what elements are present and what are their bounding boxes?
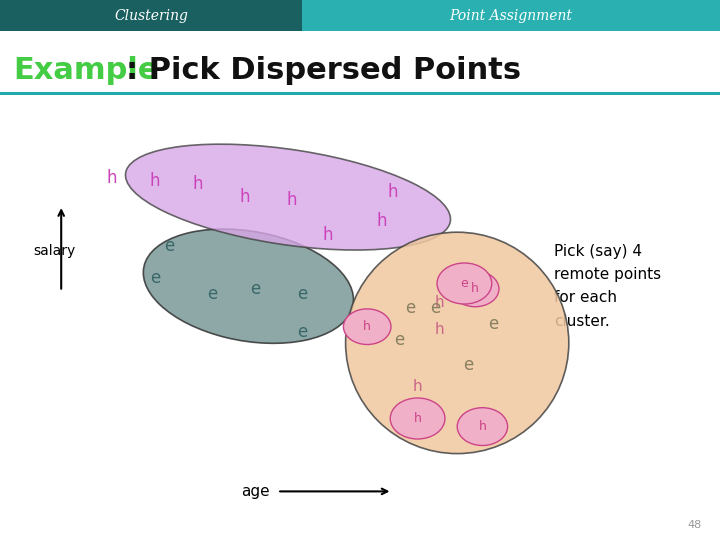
Text: h: h [364, 320, 371, 333]
Text: h: h [387, 183, 397, 201]
Text: h: h [150, 172, 160, 190]
Text: h: h [377, 212, 387, 231]
Text: Example: Example [13, 56, 158, 85]
Text: e: e [297, 323, 307, 341]
Text: Clustering: Clustering [114, 9, 188, 23]
Text: h: h [434, 322, 444, 337]
Text: e: e [463, 355, 473, 374]
Text: e: e [207, 285, 217, 303]
Text: h: h [107, 169, 117, 187]
Text: e: e [431, 299, 441, 317]
Text: e: e [405, 299, 415, 317]
Text: e: e [150, 269, 160, 287]
Text: h: h [472, 282, 479, 295]
Bar [0, 92, 720, 94]
Circle shape [343, 309, 391, 345]
Text: e: e [461, 277, 468, 290]
Text: h: h [434, 295, 444, 310]
Circle shape [390, 398, 445, 439]
Text: h: h [323, 226, 333, 244]
Ellipse shape [346, 232, 569, 454]
Text: e: e [488, 315, 498, 333]
Text: e: e [297, 285, 307, 303]
Text: e: e [395, 331, 405, 349]
Text: salary: salary [33, 244, 75, 258]
Text: h: h [414, 412, 421, 425]
Text: h: h [193, 174, 203, 193]
Text: e: e [251, 280, 261, 298]
Bar [0, 0, 302, 31]
Text: h: h [240, 188, 250, 206]
Text: Point Assignment: Point Assignment [450, 9, 572, 23]
Circle shape [457, 408, 508, 445]
Text: age: age [241, 484, 270, 499]
Text: 48: 48 [688, 520, 702, 530]
Text: h: h [413, 379, 423, 394]
Ellipse shape [143, 229, 354, 343]
Text: Pick (say) 4
remote points
for each
cluster.: Pick (say) 4 remote points for each clus… [554, 244, 662, 329]
Circle shape [451, 271, 499, 307]
Ellipse shape [125, 144, 451, 250]
Text: h: h [287, 191, 297, 209]
Text: e: e [164, 237, 174, 255]
Circle shape [437, 263, 492, 304]
Bar [302, 0, 720, 31]
Text: : Pick Dispersed Points: : Pick Dispersed Points [126, 56, 521, 85]
Text: h: h [479, 420, 486, 433]
